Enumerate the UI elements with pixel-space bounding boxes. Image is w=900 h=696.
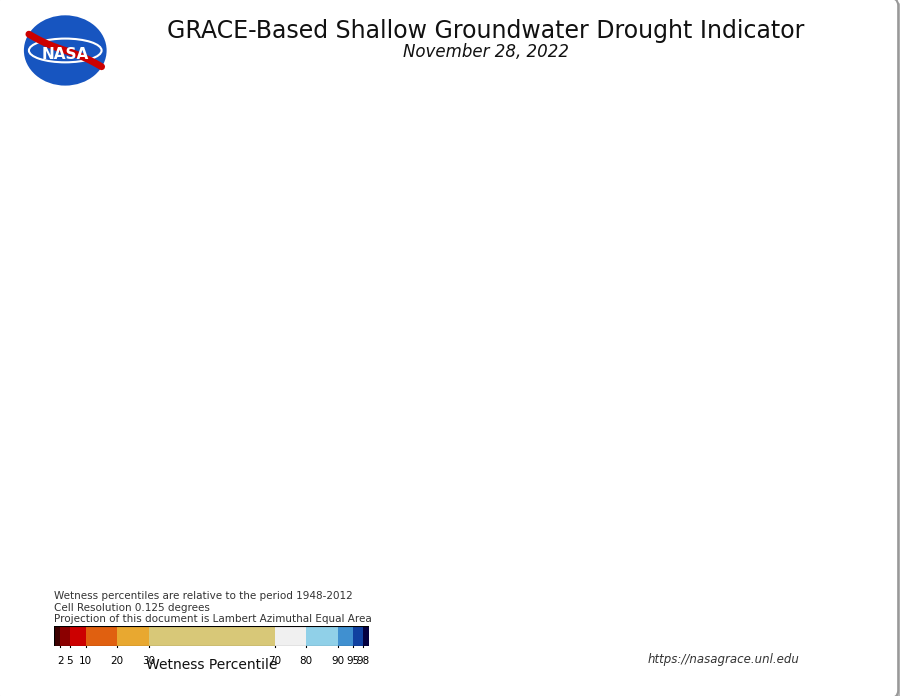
Bar <box>117 626 148 646</box>
Bar <box>148 626 274 646</box>
Text: Projection of this document is Lambert Azimuthal Equal Area: Projection of this document is Lambert A… <box>54 614 372 624</box>
Text: NASA: NASA <box>41 47 89 62</box>
Text: 90: 90 <box>331 656 344 665</box>
Bar <box>60 626 70 646</box>
Bar <box>306 626 338 646</box>
Ellipse shape <box>22 14 108 87</box>
Text: GRACE-Based Shallow Groundwater Drought Indicator: GRACE-Based Shallow Groundwater Drought … <box>167 19 805 42</box>
Text: 30: 30 <box>142 656 155 665</box>
Bar <box>338 626 353 646</box>
Bar <box>353 626 363 646</box>
Text: Wetness Percentile: Wetness Percentile <box>146 658 277 672</box>
Text: 95: 95 <box>346 656 360 665</box>
Bar <box>54 626 60 646</box>
Text: Cell Resolution 0.125 degrees: Cell Resolution 0.125 degrees <box>54 603 210 612</box>
Text: 5: 5 <box>67 656 73 665</box>
Text: November 28, 2022: November 28, 2022 <box>403 43 569 61</box>
Text: Wetness percentiles are relative to the period 1948-2012: Wetness percentiles are relative to the … <box>54 592 353 601</box>
Text: 70: 70 <box>268 656 281 665</box>
Text: [Map: cartopy not available]
Install cartopy for full rendering: [Map: cartopy not available] Install car… <box>328 318 590 357</box>
Bar <box>70 626 86 646</box>
Text: 98: 98 <box>356 656 369 665</box>
Text: https://nasagrace.unl.edu: https://nasagrace.unl.edu <box>648 654 800 666</box>
Text: 20: 20 <box>111 656 123 665</box>
Text: 80: 80 <box>300 656 312 665</box>
Text: 10: 10 <box>79 656 92 665</box>
Text: 2: 2 <box>57 656 64 665</box>
Bar <box>86 626 117 646</box>
Bar <box>363 626 369 646</box>
Bar <box>274 626 306 646</box>
